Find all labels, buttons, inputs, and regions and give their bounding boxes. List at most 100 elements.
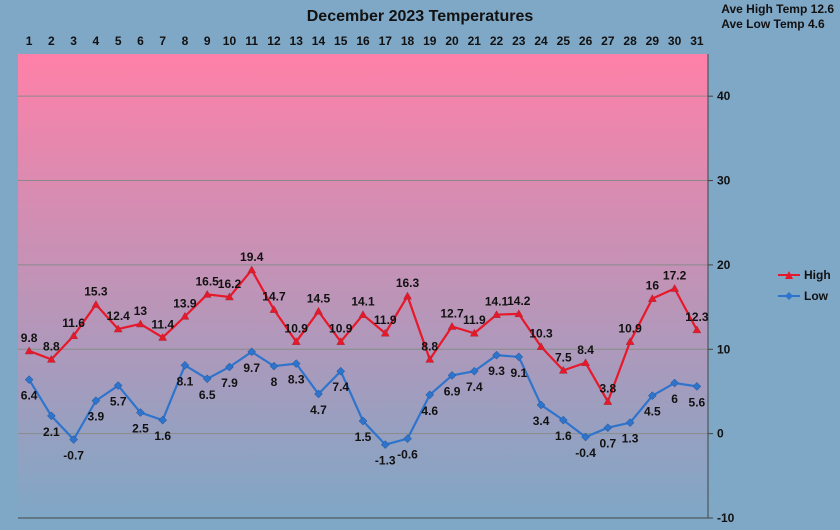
data-label-high: 16 — [646, 279, 660, 293]
data-label-low: -0.7 — [63, 449, 84, 463]
x-tick-label: 1 — [26, 34, 33, 48]
data-label-high: 8.4 — [577, 343, 594, 357]
data-label-high: 11.9 — [374, 313, 397, 327]
data-point-high — [558, 365, 568, 374]
data-label-low: 1.3 — [622, 432, 639, 446]
data-point-high — [625, 337, 635, 345]
y-tick-label: 10 — [717, 342, 731, 356]
data-label-high: 7.5 — [555, 350, 572, 364]
data-point-high — [647, 294, 657, 302]
data-label-low: 0.7 — [599, 437, 616, 451]
data-point-low — [158, 415, 168, 425]
data-point-low — [113, 381, 123, 390]
data-point-low — [180, 360, 190, 370]
data-label-low: 9.3 — [488, 364, 505, 378]
x-tick-label: 22 — [490, 34, 504, 48]
data-label-high: 10.9 — [285, 322, 309, 336]
x-tick-label: 10 — [223, 34, 237, 48]
x-tick-label: 4 — [93, 34, 100, 48]
data-point-low — [380, 440, 390, 449]
data-label-low: -0.4 — [575, 446, 596, 460]
data-point-low — [514, 352, 524, 362]
x-tick-label: 13 — [290, 34, 304, 48]
data-point-high — [91, 300, 101, 308]
y-tick-label: 20 — [717, 258, 731, 272]
data-point-low — [648, 391, 657, 401]
y-tick-label: 0 — [717, 427, 724, 441]
x-tick-label: 15 — [334, 34, 348, 48]
x-tick-label: 25 — [557, 34, 571, 48]
data-label-low: 7.4 — [466, 380, 483, 394]
ave-high-stat: Ave High Temp 12.6 — [721, 2, 834, 17]
x-tick-label: 29 — [646, 34, 660, 48]
data-point-high — [447, 321, 457, 330]
data-point-low — [425, 390, 435, 400]
x-tick-label: 2 — [48, 34, 55, 48]
legend-high-label: High — [804, 267, 831, 282]
x-tick-label: 30 — [668, 34, 682, 48]
x-tick-label: 31 — [690, 34, 704, 48]
data-point-low — [202, 374, 212, 384]
data-label-high: 10.9 — [618, 322, 642, 336]
data-point-high — [314, 306, 323, 315]
data-point-low — [225, 362, 234, 372]
data-point-high — [336, 337, 346, 345]
ave-high-label: Ave High Temp — [721, 2, 808, 16]
data-point-high — [492, 310, 501, 318]
data-label-high: 12.3 — [685, 310, 709, 324]
y-tick-label: -10 — [717, 511, 735, 525]
data-label-high: 14.1 — [485, 295, 509, 309]
data-point-low — [492, 350, 501, 360]
x-tick-label: 5 — [115, 34, 122, 48]
data-label-high: 12.7 — [440, 306, 464, 320]
legend-item-low: Low — [778, 285, 831, 306]
data-label-low: 3.4 — [533, 414, 550, 428]
data-label-low: 4.5 — [644, 405, 661, 419]
data-point-high — [113, 324, 123, 333]
data-label-high: 11.6 — [62, 316, 85, 330]
y-tick-label: 30 — [717, 174, 731, 188]
data-point-low — [625, 418, 635, 428]
data-point-high — [24, 346, 34, 355]
data-label-high: 9.8 — [21, 331, 38, 345]
average-stats: Ave High Temp 12.6 Ave Low Temp 4.6 — [721, 2, 834, 32]
data-point-high — [603, 397, 613, 405]
data-label-low: 6 — [671, 392, 678, 406]
data-point-low — [692, 382, 702, 391]
data-point-high — [469, 328, 479, 337]
data-label-low: 6.4 — [21, 389, 38, 403]
x-tick-label: 11 — [245, 34, 258, 48]
data-label-low: 8.3 — [288, 373, 305, 387]
data-point-high — [269, 305, 279, 313]
data-label-high: 14.2 — [507, 294, 531, 308]
data-point-low — [336, 366, 346, 376]
data-label-high: 10.3 — [529, 327, 553, 341]
data-point-low — [670, 378, 679, 388]
data-label-low: 1.5 — [355, 430, 372, 444]
data-point-low — [47, 411, 56, 421]
data-label-high: 13 — [134, 304, 148, 318]
data-point-low — [247, 347, 257, 357]
data-point-high — [380, 328, 390, 337]
data-point-low — [447, 371, 457, 380]
x-tick-label: 26 — [579, 34, 593, 48]
x-tick-label: 23 — [512, 34, 526, 48]
data-label-low: 2.1 — [43, 425, 60, 439]
data-label-low: -0.6 — [397, 448, 418, 462]
data-label-low: 8.1 — [177, 374, 194, 388]
data-label-low: 7.9 — [221, 376, 238, 390]
data-point-low — [291, 359, 301, 368]
data-point-high — [403, 291, 412, 300]
data-point-low — [91, 396, 101, 406]
data-label-high: 14.1 — [351, 295, 375, 309]
data-point-low — [536, 400, 546, 410]
data-label-low: 6.9 — [444, 384, 461, 398]
x-tick-label: 17 — [379, 34, 393, 48]
ave-high-value: 12.6 — [810, 2, 834, 16]
data-label-low: 4.6 — [421, 404, 438, 418]
data-label-low: 1.6 — [154, 429, 171, 443]
data-label-high: 14.5 — [307, 291, 331, 305]
data-label-high: 12.4 — [106, 309, 130, 323]
data-label-low: -1.3 — [375, 454, 396, 468]
